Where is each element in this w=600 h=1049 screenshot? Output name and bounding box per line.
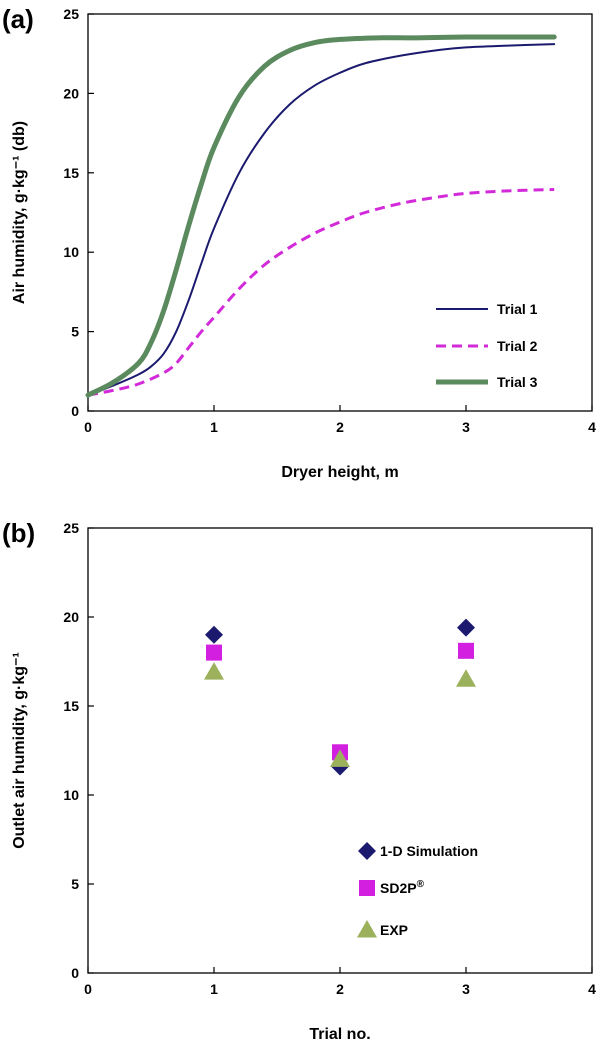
data-point-triangle <box>456 669 476 687</box>
x-tick-label: 1 <box>210 981 218 997</box>
y-tick-label: 0 <box>71 965 79 981</box>
y-tick-label: 25 <box>63 520 79 536</box>
panel-b-legend: 1-D Simulation SD2P® EXP <box>357 842 478 938</box>
y-tick-label: 20 <box>63 609 79 625</box>
legend-label: Trial 1 <box>497 301 538 317</box>
series-line-trial-3 <box>85 34 557 398</box>
panel-a-x-axis-title: Dryer height, m <box>281 464 398 481</box>
data-point-triangle <box>204 662 224 680</box>
x-tick-label: 3 <box>462 419 470 435</box>
legend-label: EXP <box>380 922 408 938</box>
y-tick-label: 20 <box>63 85 79 101</box>
data-point-diamond <box>457 618 475 637</box>
legend-label-text: EXP <box>380 922 408 938</box>
panel-a-legend: Trial 1 Trial 2 Trial 3 <box>436 301 538 390</box>
series-line-trial-2 <box>87 187 555 397</box>
x-tick-label: 4 <box>588 981 596 997</box>
y-tick-label: 15 <box>63 698 79 714</box>
y-tick-label: 5 <box>71 324 79 340</box>
data-point-diamond <box>205 625 223 644</box>
y-tick-label: 25 <box>63 6 79 22</box>
panel-b-label: (b) <box>2 518 35 548</box>
x-tick-label: 4 <box>588 419 596 435</box>
legend-label: 1-D Simulation <box>380 843 478 859</box>
x-tick-label: 2 <box>336 981 344 997</box>
y-tick-label: 15 <box>63 165 79 181</box>
panel-a-y-axis-title: Air humidity, g·kg⁻¹ (db) <box>11 121 28 304</box>
legend-marker-diamond <box>358 842 376 860</box>
panel-b-ticks: 0 1 2 3 4 0 5 10 15 20 25 <box>63 520 596 997</box>
data-point-triangle <box>330 749 350 767</box>
panel-b-y-axis-title: Outlet air humidity, g·kg⁻¹ <box>11 652 28 849</box>
panel-a-ticks: 0 1 2 3 4 0 5 10 15 20 25 <box>63 6 596 435</box>
y-tick-label: 10 <box>63 244 79 260</box>
y-tick-label: 10 <box>63 787 79 803</box>
x-tick-label: 2 <box>336 419 344 435</box>
x-tick-label: 1 <box>210 419 218 435</box>
y-tick-label: 5 <box>71 876 79 892</box>
series-line-trial-1 <box>87 43 556 397</box>
panel-a-label: (a) <box>2 4 34 34</box>
panel-b-series <box>204 618 476 776</box>
panel-a-series <box>85 34 557 398</box>
data-point-square <box>458 642 474 659</box>
data-point-square <box>206 644 222 661</box>
x-tick-label: 0 <box>84 419 92 435</box>
legend-label: Trial 3 <box>497 374 538 390</box>
legend-marker-triangle <box>357 920 377 938</box>
legend-label-superscript: ® <box>417 879 425 890</box>
x-tick-label: 3 <box>462 981 470 997</box>
legend-label: SD2P® <box>380 879 425 896</box>
y-tick-label: 0 <box>71 403 79 419</box>
legend-label-text: SD2P <box>380 880 417 896</box>
panel-a-line-chart: (a) 0 1 2 3 4 0 5 10 15 20 25 Air humidity, g·kg⁻¹… <box>2 4 596 481</box>
legend-label: Trial 2 <box>497 338 538 354</box>
legend-label-text: 1-D Simulation <box>380 843 478 859</box>
panel-b-x-axis-title: Trial no. <box>309 1026 370 1043</box>
x-tick-label: 0 <box>84 981 92 997</box>
panel-b-scatter-chart: (b) 0 1 2 3 4 0 5 10 15 20 25 Outlet air humidity,… <box>2 518 596 1043</box>
legend-marker-square <box>359 880 375 896</box>
